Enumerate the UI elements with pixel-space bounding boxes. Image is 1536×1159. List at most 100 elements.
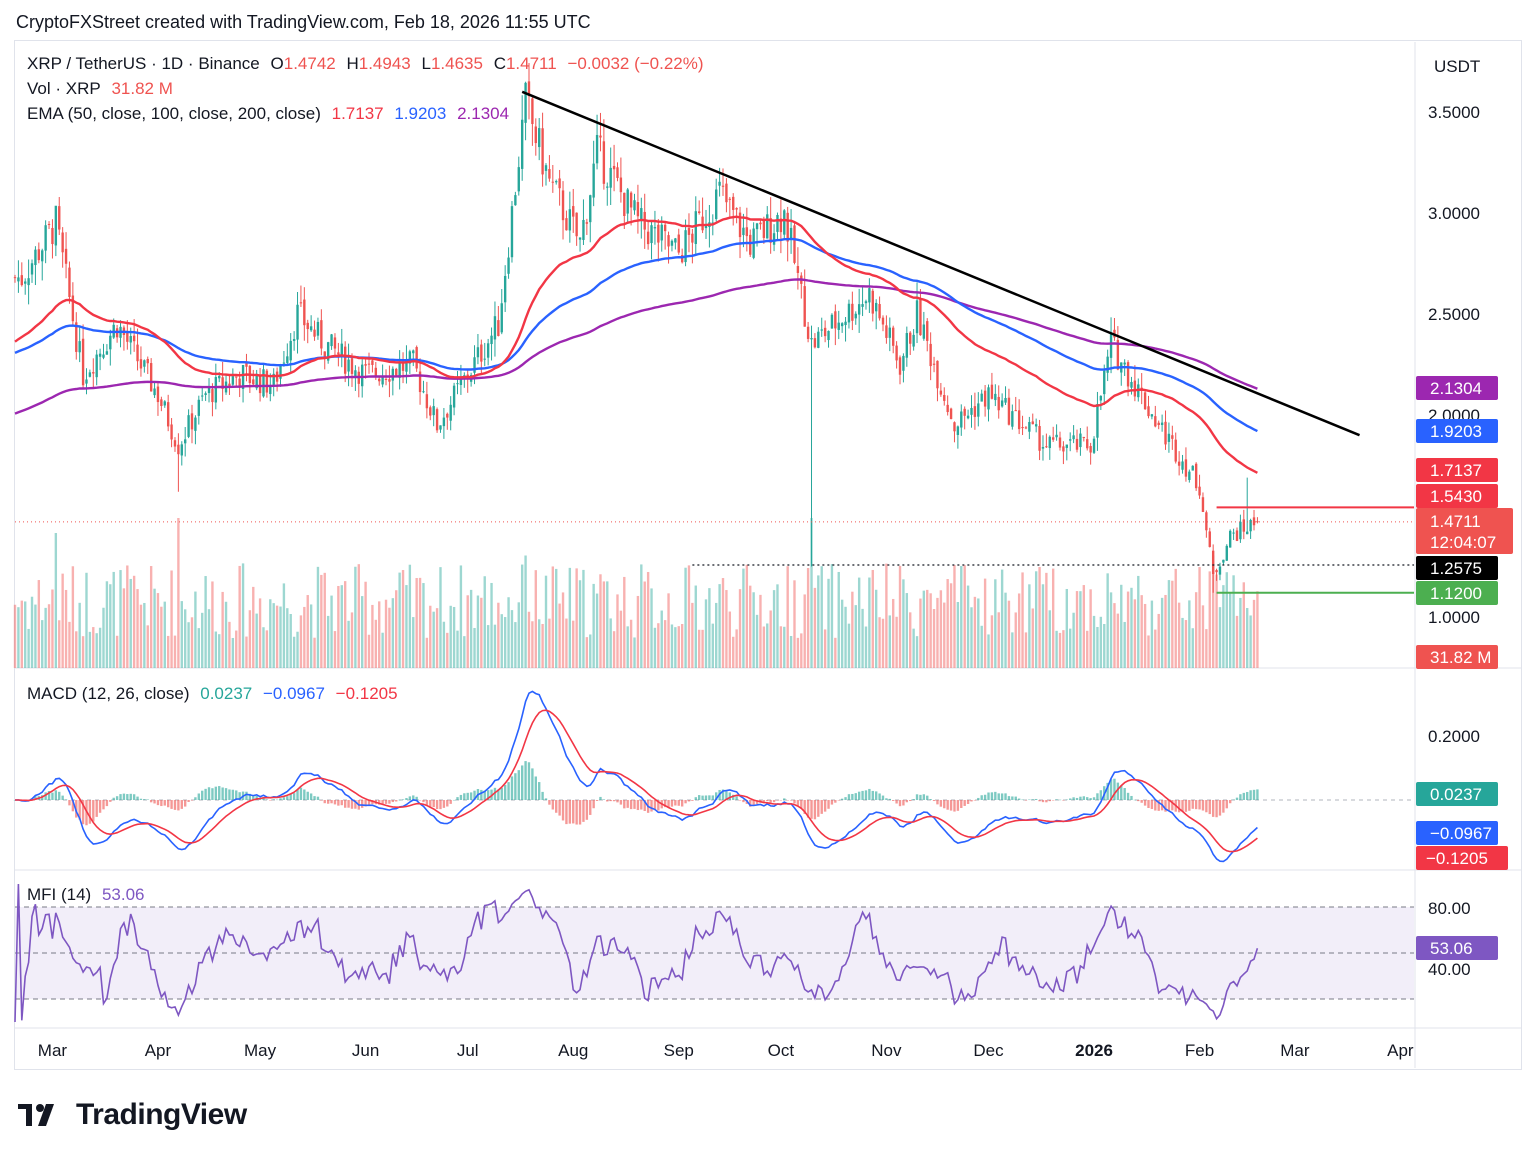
mfi-tick-label: 40.00 xyxy=(1428,960,1471,979)
macd-histogram-bar xyxy=(180,800,183,809)
candle-body xyxy=(987,387,990,410)
volume-bar xyxy=(1007,600,1011,668)
macd-histogram-bar xyxy=(612,800,616,802)
ema-label[interactable]: EMA (50, close, 100, close, 200, close) xyxy=(27,104,321,123)
volume-bar xyxy=(1177,602,1181,668)
candle-body xyxy=(44,225,47,251)
volume-bar xyxy=(299,615,303,668)
macd-histogram-bar xyxy=(892,800,895,801)
volume-bar xyxy=(1164,594,1167,668)
macd-histogram-bar xyxy=(640,800,643,810)
candle-body xyxy=(71,295,75,322)
macd-line-badge xyxy=(1416,821,1498,845)
volume-bar xyxy=(398,572,401,668)
volume-bar xyxy=(439,567,442,668)
macd-histogram-bar xyxy=(81,800,85,825)
macd-histogram-bar xyxy=(418,800,422,801)
macd-label[interactable]: MACD (12, 26, close) xyxy=(27,684,190,703)
macd-histogram-bar xyxy=(810,800,813,819)
macd-histogram-bar xyxy=(796,800,800,807)
volume-bar xyxy=(599,574,602,668)
macd-histogram-bar xyxy=(500,787,503,800)
volume-bar xyxy=(163,601,166,668)
volume-bar xyxy=(810,518,813,668)
macd-histogram-bar xyxy=(827,800,830,809)
macd-histogram-bar xyxy=(129,793,132,800)
volume-bar xyxy=(1099,616,1103,668)
macd-histogram-bar xyxy=(943,800,946,809)
mfi-label[interactable]: MFI (14) xyxy=(27,885,92,904)
macd-histogram-bar xyxy=(1041,800,1045,803)
macd-histogram-bar xyxy=(977,797,980,800)
macd-histogram-bar xyxy=(735,796,738,800)
volume-bar xyxy=(1017,593,1021,668)
macd-histogram-bar xyxy=(633,800,636,809)
chart-header: CryptoFXStreet created with TradingView.… xyxy=(16,12,591,32)
volume-badge-text: 31.82 M xyxy=(1430,648,1491,667)
candle-body xyxy=(340,343,343,357)
macd-histogram-bar xyxy=(538,782,541,800)
candle-body xyxy=(1154,416,1157,427)
low-label: L xyxy=(421,54,431,73)
macd-histogram-bar xyxy=(1133,799,1137,801)
mfi-tick-label: 80.00 xyxy=(1428,899,1471,918)
candle-body xyxy=(95,354,98,378)
macd-histogram-bar xyxy=(1004,793,1007,800)
volume-bar xyxy=(122,588,126,668)
volume-bar xyxy=(102,607,105,668)
candle-body xyxy=(1143,392,1147,410)
candle-body xyxy=(874,302,878,312)
volume-bar xyxy=(500,614,503,668)
volume-bar xyxy=(864,626,868,668)
macd-histogram-bar xyxy=(517,770,520,800)
volume-bar xyxy=(861,608,864,668)
volume-bar xyxy=(759,594,762,668)
macd-histogram-bar xyxy=(738,800,742,801)
macd-histogram-bar xyxy=(636,800,640,811)
macd-histogram-bar xyxy=(1252,789,1256,800)
volume-bar xyxy=(1123,621,1126,668)
macd-histogram-bar xyxy=(207,787,211,800)
macd-histogram-bar xyxy=(990,792,994,800)
candle-body xyxy=(422,391,425,393)
macd-histogram-bar xyxy=(1086,797,1089,800)
time-tick-label: Oct xyxy=(768,1041,795,1060)
candle-body xyxy=(926,321,929,341)
volume-bar xyxy=(476,595,480,668)
macd-histogram-bar xyxy=(469,792,473,800)
macd-histogram-bar xyxy=(347,800,350,808)
candle-body xyxy=(514,195,517,206)
symbol-label[interactable]: XRP / TetherUS · 1D · Binance xyxy=(27,54,260,73)
volume-label[interactable]: Vol · XRP xyxy=(27,79,101,98)
candle-body xyxy=(1208,531,1211,547)
volume-bar xyxy=(745,564,749,668)
candle-body xyxy=(1239,521,1242,540)
volume-bar xyxy=(1249,615,1252,668)
macd-histogram-bar xyxy=(71,800,75,812)
time-tick-label: Mar xyxy=(38,1041,68,1060)
candle-body xyxy=(551,181,555,183)
volume-bar xyxy=(37,580,41,668)
volume-bar xyxy=(1034,571,1038,668)
macd-histogram-bar xyxy=(361,800,364,808)
volume-bar xyxy=(1014,612,1017,668)
volume-bar xyxy=(190,617,194,668)
candle-body xyxy=(663,224,667,232)
macd-histogram-bar xyxy=(1082,796,1086,800)
candle-body xyxy=(1126,362,1130,387)
volume-bar xyxy=(1140,595,1143,668)
candle-body xyxy=(667,235,670,247)
candle-body xyxy=(857,304,861,315)
macd-histogram-bar xyxy=(776,800,779,801)
volume-bar xyxy=(902,579,905,668)
volume-bar xyxy=(432,611,435,668)
volume-bar xyxy=(1055,630,1058,668)
candle-body xyxy=(1232,532,1235,534)
volume-bar xyxy=(81,636,85,668)
macd-histogram-bar xyxy=(912,799,915,800)
volume-bar xyxy=(844,606,847,668)
tradingview-logo[interactable]: TradingView xyxy=(18,1098,247,1132)
candle-body xyxy=(1034,424,1038,427)
macd-histogram-bar xyxy=(694,797,697,800)
